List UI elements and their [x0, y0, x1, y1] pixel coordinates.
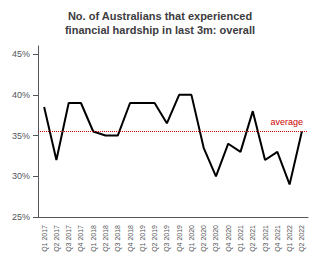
svg-text:Q2 2017: Q2 2017	[53, 225, 61, 252]
svg-text:45%: 45%	[12, 49, 30, 59]
svg-text:Q1 2018: Q1 2018	[90, 225, 98, 252]
svg-text:Q2 2020: Q2 2020	[200, 225, 208, 252]
svg-text:Q1 2021: Q1 2021	[237, 225, 245, 252]
svg-text:25%: 25%	[12, 212, 30, 222]
svg-text:Q4 2018: Q4 2018	[127, 225, 135, 252]
svg-text:Q4 2019: Q4 2019	[176, 225, 184, 252]
svg-text:Q1 2022: Q1 2022	[286, 225, 294, 252]
svg-text:Q4 2020: Q4 2020	[225, 225, 233, 252]
svg-text:35%: 35%	[12, 131, 30, 141]
svg-text:financial hardship in last 3m:: financial hardship in last 3m: overall	[65, 24, 255, 36]
svg-text:Q2 2019: Q2 2019	[151, 225, 159, 252]
svg-text:Q3 2021: Q3 2021	[262, 225, 270, 252]
svg-text:Q1 2020: Q1 2020	[188, 225, 196, 252]
svg-text:Q4 2017: Q4 2017	[77, 225, 85, 252]
svg-text:Q2 2021: Q2 2021	[249, 225, 257, 252]
svg-text:Q1 2017: Q1 2017	[41, 225, 49, 252]
svg-text:Q3 2017: Q3 2017	[65, 225, 73, 252]
svg-text:30%: 30%	[12, 171, 30, 181]
svg-text:Q2 2018: Q2 2018	[102, 225, 110, 252]
svg-text:Q3 2019: Q3 2019	[163, 225, 171, 252]
svg-text:Q1 2019: Q1 2019	[139, 225, 147, 252]
svg-text:No. of Australians that experi: No. of Australians that experienced	[68, 10, 252, 22]
svg-text:Q2 2022: Q2 2022	[298, 225, 306, 252]
svg-text:Q3 2020: Q3 2020	[212, 225, 220, 252]
svg-text:Q4 2021: Q4 2021	[274, 225, 282, 252]
svg-text:Q3 2018: Q3 2018	[114, 225, 122, 252]
svg-text:40%: 40%	[12, 90, 30, 100]
svg-text:average: average	[270, 117, 303, 127]
